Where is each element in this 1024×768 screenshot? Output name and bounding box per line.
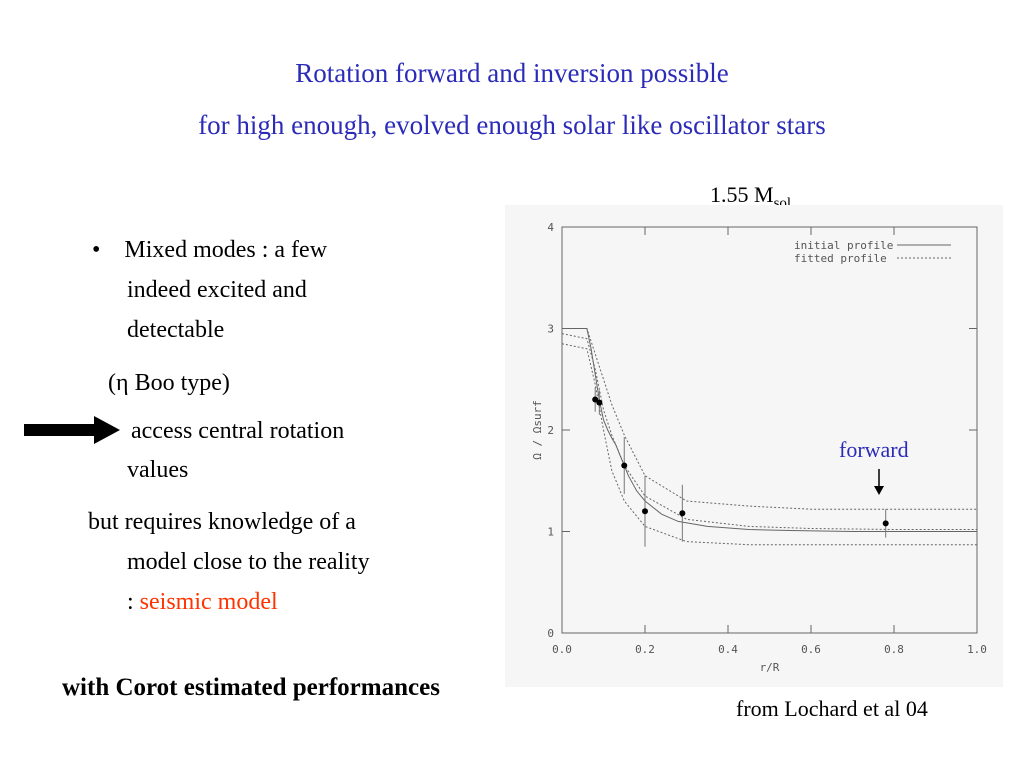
chart-annotation: forward (839, 437, 909, 495)
access-line-2: values (127, 457, 189, 483)
y-tick-label: 1 (547, 526, 554, 539)
data-point (596, 399, 603, 406)
eta-text: Boo type) (128, 370, 230, 396)
bullet-line-2: indeed excited and (127, 277, 307, 303)
bullet-line-3: detectable (127, 317, 225, 343)
seismic-model-highlight: seismic model (139, 589, 278, 615)
series-line-2 (562, 328, 977, 510)
legend-label: fitted profile (794, 252, 887, 265)
x-tick-label: 0.2 (635, 643, 655, 656)
bullet-mixed-modes: • Mixed modes : a few (92, 231, 327, 269)
chart-axes: 0.0 0.2 0.4 0.6 0.8 1.0 0 1 2 3 4 r/R Ω / Ωsurf (531, 221, 987, 674)
legend-label: initial profile (794, 239, 893, 252)
x-tick-label: 0.4 (718, 643, 738, 656)
access-line-1: access central rotation (131, 418, 345, 444)
y-tick-label: 4 (547, 221, 554, 234)
y-axis-label: Ω / Ωsurf (531, 400, 544, 460)
slide-title-line-2: for high enough, evolved enough solar li… (198, 110, 826, 140)
chart-svg: 0.0 0.2 0.4 0.6 0.8 1.0 0 1 2 3 4 r/R Ω / Ωsurf init… (531, 221, 987, 674)
forward-annotation: forward (839, 437, 909, 462)
rotation-profile-chart: 0.0 0.2 0.4 0.6 0.8 1.0 0 1 2 3 4 r/R Ω / Ωsurf init… (505, 205, 1003, 687)
requirement-line-3: : seismic model (127, 583, 278, 621)
requirement-line-2: model close to the reality (127, 549, 370, 575)
y-tick-label: 2 (547, 424, 554, 437)
x-tick-label: 0.6 (801, 643, 821, 656)
x-axis-label: r/R (760, 661, 780, 674)
eta-open-paren: ( (108, 370, 116, 396)
y-tick-label: 3 (547, 323, 554, 336)
data-point (621, 462, 628, 469)
x-tick-label: 0.0 (552, 643, 572, 656)
source-credit: from Lochard et al 04 (736, 696, 928, 721)
x-tick-label: 1.0 (967, 643, 987, 656)
mass-value: 1.55 M (710, 182, 774, 207)
chart-series (561, 328, 977, 546)
data-point (592, 396, 599, 403)
eta-boo-type: (η Boo type) (108, 364, 230, 402)
data-point (642, 508, 648, 515)
chart-points (592, 387, 889, 547)
slide-title-line-1: Rotation forward and inversion possible (295, 58, 729, 88)
x-tick-label: 0.8 (884, 643, 904, 656)
bullet-dot: • (92, 237, 101, 263)
requirement-colon: : (127, 589, 140, 615)
data-point (679, 510, 686, 517)
down-arrow-icon (874, 486, 884, 495)
bullet-line-1: Mixed modes : a few (124, 237, 328, 263)
data-point (882, 520, 889, 527)
requirement-line-1: but requires knowledge of a (88, 509, 356, 535)
plot-frame (561, 226, 978, 634)
right-arrow-icon (24, 416, 120, 444)
series-line-0 (562, 328, 977, 532)
corot-performance-note: with Corot estimated performances (62, 674, 440, 701)
series-line-1 (561, 333, 977, 530)
y-tick-label: 0 (547, 627, 554, 640)
eta-symbol: η (116, 370, 129, 396)
